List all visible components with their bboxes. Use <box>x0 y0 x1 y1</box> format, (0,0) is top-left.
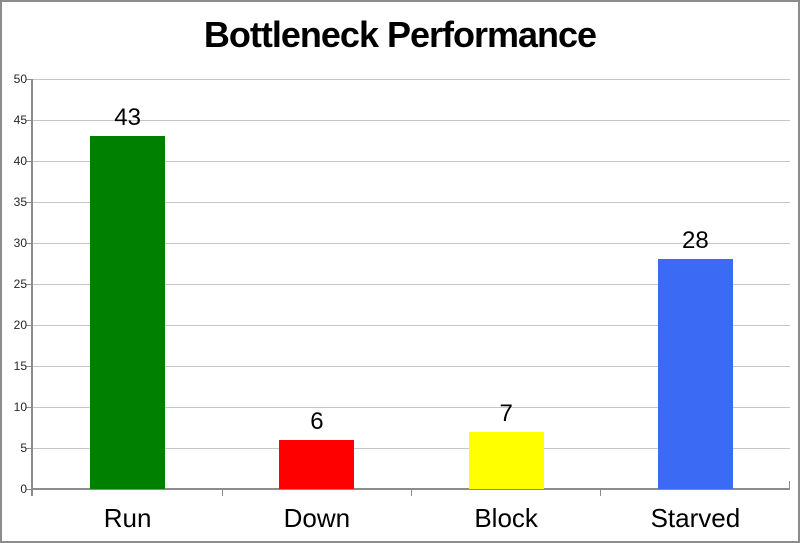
y-axis-tick-label: 40 <box>13 154 27 168</box>
y-axis-tick-label: 5 <box>20 441 27 455</box>
bar-down <box>279 439 355 489</box>
x-axis-end-tick <box>789 481 790 489</box>
gridline <box>33 448 790 449</box>
gridline <box>33 407 790 408</box>
x-axis-category-label: Starved <box>650 503 741 533</box>
y-axis-tick-label: 45 <box>13 113 27 127</box>
gridline <box>33 366 790 367</box>
y-axis-tick <box>26 243 31 244</box>
bar-starved <box>657 259 733 489</box>
value-label: 7 <box>499 399 513 427</box>
y-axis-tick <box>26 489 31 490</box>
gridline <box>33 120 790 121</box>
x-axis-tick <box>221 489 223 496</box>
gridline <box>33 79 790 80</box>
value-label: 6 <box>310 407 324 435</box>
y-axis-tick <box>26 325 31 326</box>
y-axis-tick-label: 15 <box>13 359 27 373</box>
y-axis-tick-label: 35 <box>13 195 27 209</box>
y-axis-tick-label: 0 <box>20 482 27 496</box>
y-axis-tick <box>26 79 31 80</box>
x-axis-tick <box>600 489 602 496</box>
y-axis-tick-label: 10 <box>13 400 27 414</box>
x-axis-category-label: Block <box>474 503 538 533</box>
y-axis-tick <box>26 407 31 408</box>
gridline <box>33 325 790 326</box>
y-axis <box>31 79 33 496</box>
gridline <box>33 161 790 162</box>
y-axis-tick <box>26 202 31 203</box>
bar-run <box>90 136 166 489</box>
x-axis-tick <box>411 489 412 496</box>
y-axis-tick <box>26 448 31 449</box>
y-axis-tick-label: 25 <box>13 277 27 291</box>
value-label: 43 <box>114 104 141 132</box>
y-axis-tick <box>26 284 31 285</box>
x-axis-category-label: Down <box>283 503 351 533</box>
y-axis-tick-label: 50 <box>13 72 27 86</box>
gridline <box>33 284 790 285</box>
bar-block <box>468 431 544 489</box>
plot-area: 0 5 10 15 20 25 30 35 40 45 50 43 Run 6 Down 7 Block 28 St… <box>14 72 790 533</box>
value-label: 28 <box>682 227 709 255</box>
y-axis-tick-label: 30 <box>13 236 27 250</box>
y-axis-tick <box>26 366 31 367</box>
gridline <box>33 202 790 203</box>
y-axis-tick-label: 20 <box>13 318 27 332</box>
y-axis-tick <box>26 120 31 121</box>
x-axis <box>31 488 790 490</box>
gridline <box>33 243 790 244</box>
y-axis-tick <box>26 161 31 162</box>
x-axis-category-label: Run <box>103 503 152 533</box>
chart-title: Bottleneck Performance <box>203 14 597 55</box>
